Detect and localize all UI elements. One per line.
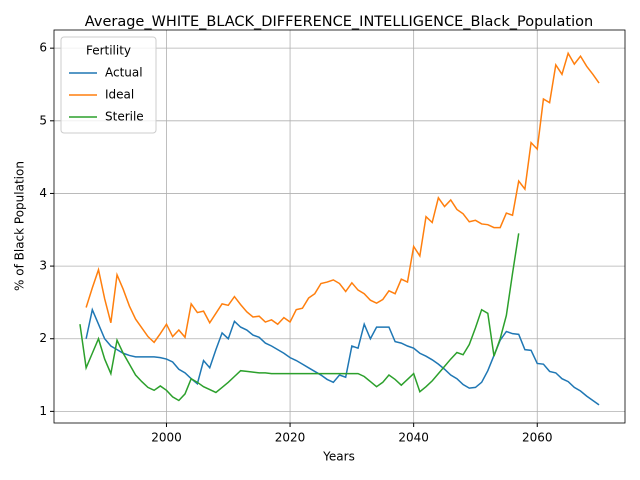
y-tick-label: 6	[39, 41, 47, 55]
legend-box	[60, 36, 157, 134]
x-axis-label: Years	[322, 450, 355, 464]
y-tick-label: 2	[39, 331, 47, 345]
series-line	[85, 307, 600, 406]
y-tick-label: 4	[39, 186, 47, 200]
series-line	[79, 233, 520, 402]
legend-label: Ideal	[105, 88, 134, 102]
x-tick-label: 2020	[275, 431, 306, 445]
legend-title: Fertility	[86, 44, 131, 58]
x-tick-label: 2040	[398, 431, 429, 445]
y-tick-label: 3	[39, 259, 47, 273]
legend-label: Sterile	[105, 110, 144, 124]
chart-title: Average_WHITE_BLACK_DIFFERENCE_INTELLIGE…	[85, 14, 593, 30]
y-tick-label: 1	[39, 404, 47, 418]
legend: Fertility Actual Ideal Sterile	[60, 36, 157, 134]
y-axis-label: % of Black Population	[13, 161, 27, 291]
x-tick-label: 2060	[522, 431, 553, 445]
y-tick-label: 5	[39, 113, 47, 127]
series-line	[85, 51, 600, 344]
x-tick-label: 2000	[151, 431, 182, 445]
plot-frame	[53, 29, 626, 424]
legend-label: Actual	[105, 66, 143, 80]
